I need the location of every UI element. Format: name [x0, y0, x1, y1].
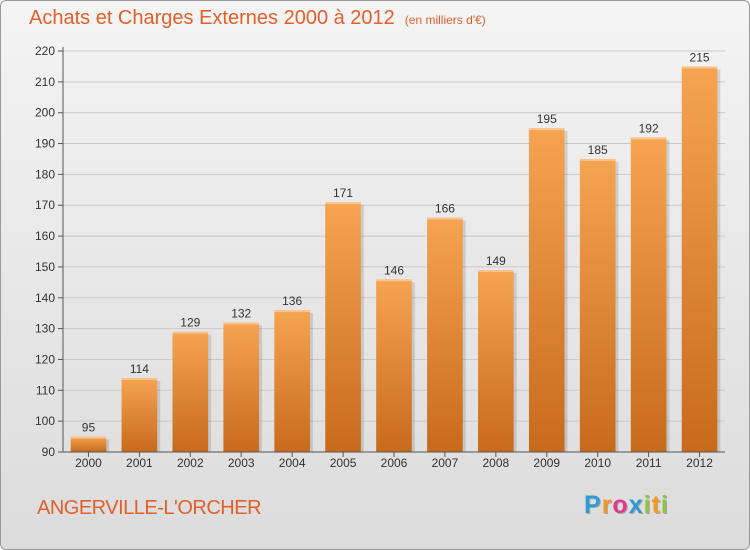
bar-highlight [376, 279, 412, 282]
y-tick-label: 200 [35, 106, 55, 120]
y-tick-label: 190 [35, 137, 55, 151]
bar-value-label: 166 [435, 202, 455, 216]
y-tick-label: 130 [35, 322, 55, 336]
bar-highlight [274, 310, 310, 313]
bar [579, 158, 616, 452]
bar [223, 322, 260, 452]
logo-letter: t [651, 491, 661, 519]
bar-value-label: 149 [486, 254, 506, 268]
x-tick-label: 2005 [330, 456, 357, 470]
x-tick-label: 2002 [177, 456, 204, 470]
bar-highlight [681, 66, 718, 69]
proxiti-logo: Proxiti [584, 491, 669, 520]
bar-value-label: 192 [639, 121, 659, 135]
y-tick-label: 90 [42, 445, 56, 459]
logo-letter: x [628, 491, 644, 519]
logo-letter: r [601, 491, 613, 519]
bars [70, 66, 721, 452]
labels: 90 100 110 120 130 140 150 160 170 180 190 200 210 22… [35, 44, 713, 470]
bar-highlight [223, 322, 260, 325]
bar-value-label: 129 [180, 316, 200, 330]
y-tick-label: 100 [35, 414, 55, 428]
bar-value-label: 114 [130, 362, 149, 376]
bar-highlight [630, 137, 667, 140]
x-tick-label: 2007 [432, 456, 459, 470]
x-tick-label: 2009 [533, 456, 560, 470]
bar-value-label: 185 [588, 143, 608, 157]
axes [58, 47, 725, 457]
x-tick-label: 2003 [228, 456, 255, 470]
bar-value-label: 95 [82, 421, 96, 435]
logo-letter: o [612, 491, 629, 519]
bar [478, 270, 514, 452]
bar-highlight [172, 331, 209, 334]
x-tick-label: 2000 [75, 456, 102, 470]
x-tick-label: 2001 [126, 456, 153, 470]
y-tick-label: 160 [35, 229, 55, 243]
bar [528, 128, 565, 452]
y-tick-label: 170 [35, 198, 55, 212]
chart-subtitle: (en milliers d'€) [404, 13, 486, 27]
y-tick-label: 120 [35, 352, 55, 366]
x-tick-label: 2004 [279, 456, 306, 470]
y-tick-label: 220 [35, 44, 55, 58]
bar-highlight [325, 202, 361, 205]
y-tick-label: 140 [35, 291, 55, 305]
bar-value-label: 171 [333, 186, 353, 200]
bar [681, 66, 718, 452]
bar-highlight [478, 270, 514, 273]
x-tick-label: 2008 [482, 456, 509, 470]
y-tick-label: 180 [35, 167, 55, 181]
bar [274, 310, 310, 452]
bar-value-label: 215 [690, 50, 710, 64]
bar-highlight [579, 158, 616, 161]
y-tick-label: 150 [35, 260, 55, 274]
bar-highlight [427, 217, 463, 220]
bar [630, 137, 667, 452]
bar [427, 217, 463, 452]
logo-letter: P [584, 491, 602, 519]
commune-name: ANGERVILLE-L'ORCHER [37, 497, 262, 519]
chart-title: Achats et Charges Externes 2000 à 2012 (e… [29, 7, 486, 30]
bar-value-label: 195 [537, 112, 557, 126]
x-tick-label: 2006 [381, 456, 408, 470]
bar-value-label: 136 [282, 294, 302, 308]
bar-highlight [70, 436, 107, 439]
bar [172, 331, 209, 452]
bar-highlight [528, 128, 565, 131]
y-tick-label: 210 [35, 75, 55, 89]
y-tick-label: 110 [36, 383, 55, 397]
bar [70, 436, 107, 452]
bar [121, 377, 158, 452]
logo-letter: i [643, 491, 652, 519]
x-tick-label: 2011 [636, 456, 662, 470]
bar [325, 202, 361, 452]
logo-letter: i [660, 491, 669, 519]
bar-highlight [121, 377, 158, 380]
x-tick-label: 2012 [686, 456, 713, 470]
bar-value-label: 146 [384, 263, 404, 277]
chart-title-text: Achats et Charges Externes 2000 à 2012 [29, 7, 395, 29]
bar [376, 279, 412, 452]
x-tick-label: 2010 [584, 456, 611, 470]
bar-value-label: 132 [231, 306, 251, 320]
